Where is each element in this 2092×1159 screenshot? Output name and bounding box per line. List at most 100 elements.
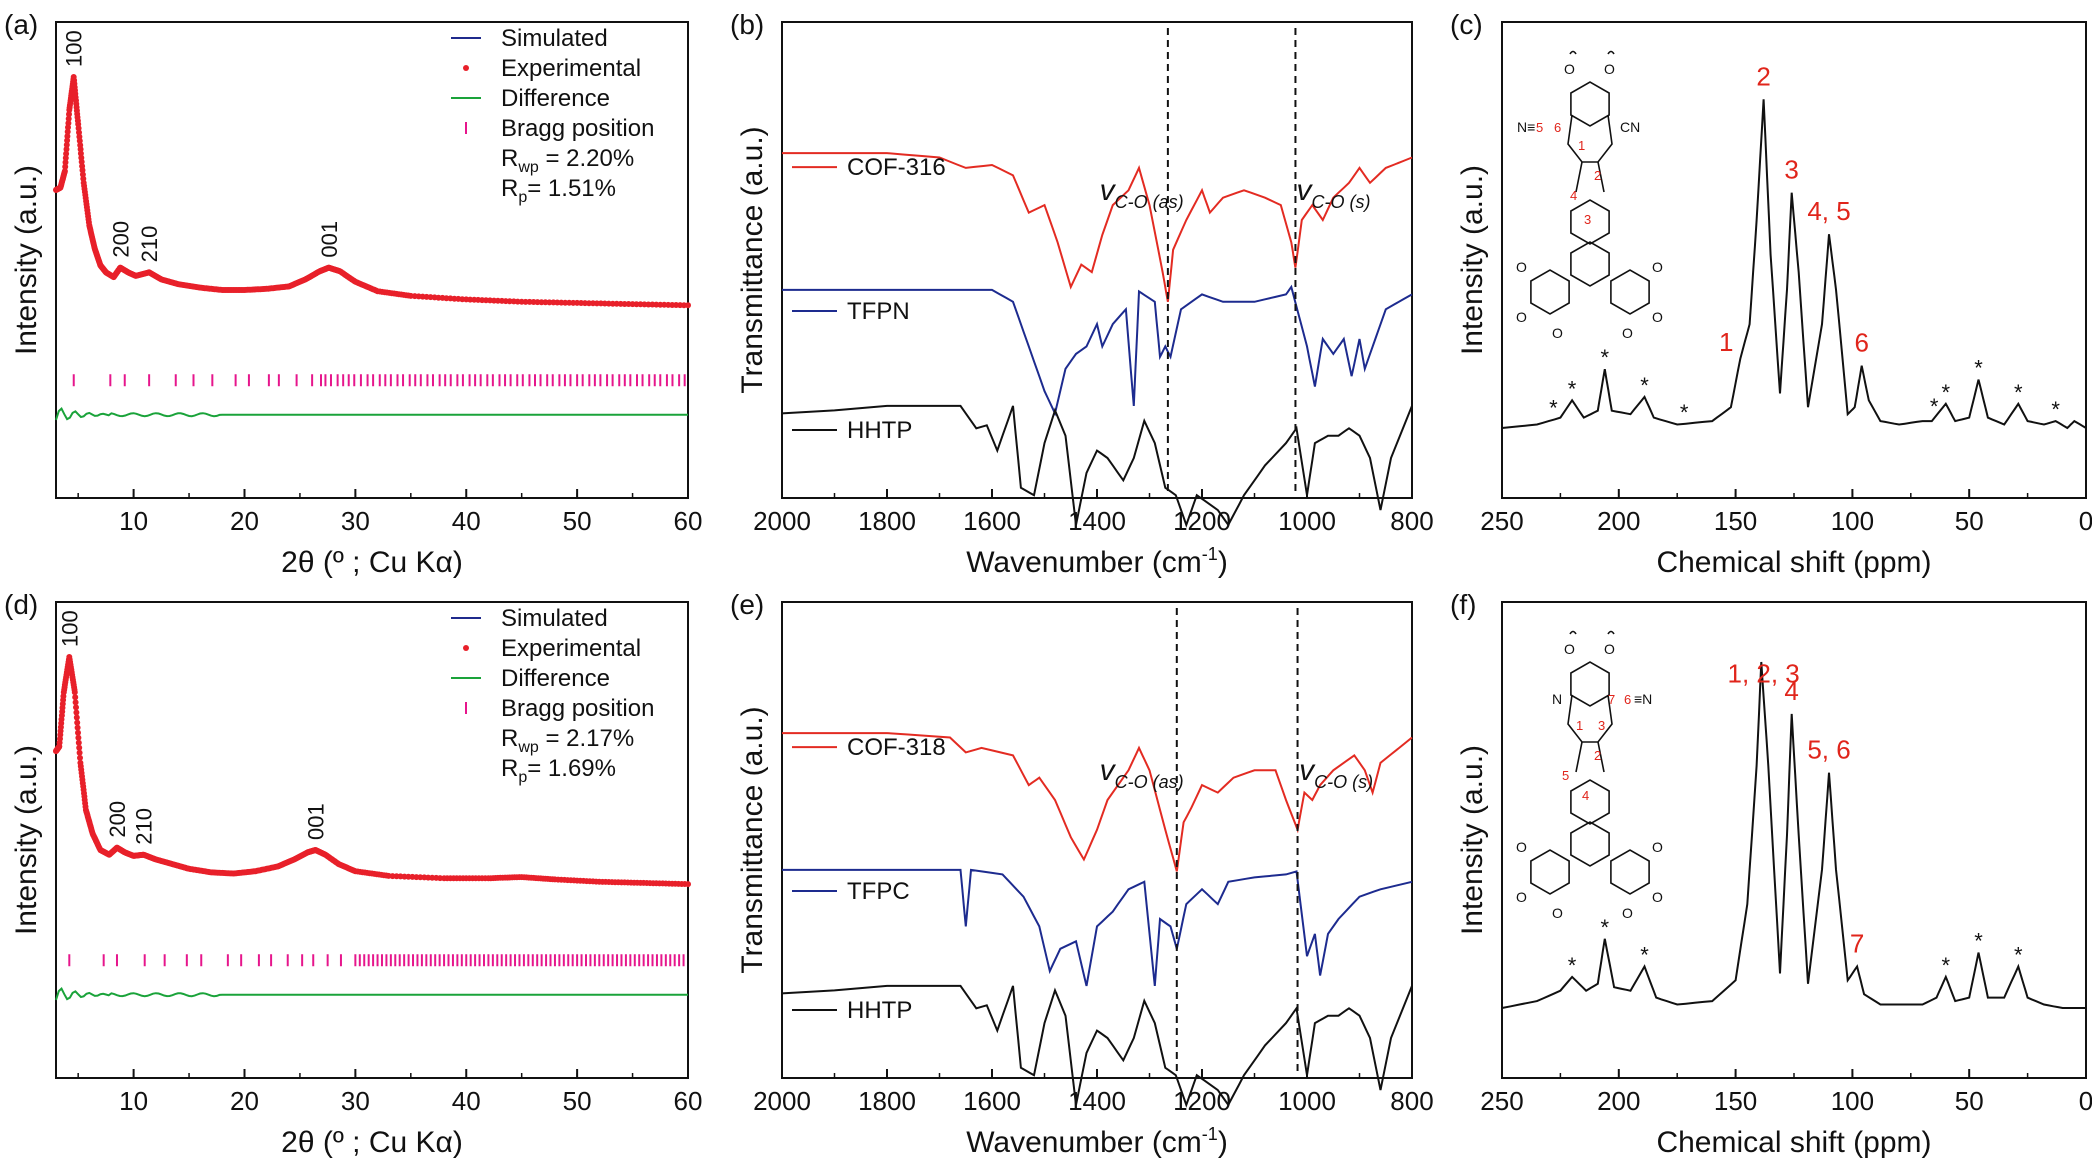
x-tick-label: 30 — [341, 506, 370, 536]
x-tick-label: 800 — [1390, 1086, 1433, 1116]
experimental-point — [76, 749, 83, 756]
legend-swatch-experimental — [463, 65, 469, 71]
panel-c: 250 200 150 100 50 0 Chemical shift (ppm) Inten… — [1450, 9, 2092, 579]
legend-label: Difference — [501, 665, 610, 692]
ring-right — [1610, 849, 1650, 895]
series-line-cof-316 — [782, 152, 1413, 302]
experimental-point — [65, 115, 72, 122]
peak-label: 5, 6 — [1807, 735, 1850, 765]
ring-right — [1610, 269, 1650, 315]
ring-core — [1570, 779, 1610, 825]
ring-left — [1530, 269, 1570, 315]
vibration-annotation: vC-O (as) — [1100, 754, 1184, 792]
atom-label: O — [1564, 61, 1575, 77]
x-tick-label: 50 — [563, 506, 592, 536]
x-tick-label: 800 — [1390, 506, 1433, 536]
carbon-number: 4 — [1582, 788, 1589, 803]
experimental-point — [61, 168, 68, 175]
legend-label: Simulated — [501, 605, 608, 632]
carbon-number: 1 — [1576, 718, 1583, 733]
experimental-point — [65, 120, 72, 127]
spinning-sideband-marker: * — [1640, 942, 1649, 967]
ring-left — [1530, 849, 1570, 895]
spinning-sideband-marker: * — [1930, 394, 1939, 419]
x-tick-label: 250 — [1480, 1086, 1523, 1116]
panel-f: 250 200 150 100 50 0 Chemical shift (ppm) Inten… — [1450, 589, 2092, 1159]
experimental-point — [66, 111, 72, 118]
atom-label: O — [1604, 641, 1615, 657]
atom-label: CN — [1620, 119, 1640, 135]
peak-label: 001 — [317, 221, 342, 258]
atom-label: N≡ — [1517, 119, 1535, 135]
x-tick-label: 1200 — [1173, 506, 1231, 536]
experimental-point — [64, 137, 71, 144]
experimental-point — [685, 302, 691, 309]
peak-label: 1, 2, 3 — [1727, 659, 1799, 689]
atom-label: O — [1552, 325, 1563, 341]
experimental-point — [62, 163, 69, 170]
x-tick-label: 0 — [2079, 1086, 2092, 1116]
spinning-sideband-marker: * — [1601, 345, 1610, 370]
experimental-point — [64, 128, 71, 135]
legend: Simulated Experimental Difference Bragg pos… — [451, 605, 654, 786]
spinning-sideband-marker: * — [1942, 953, 1951, 978]
wavy-bond — [1569, 630, 1615, 635]
bragg-series — [68, 954, 685, 967]
atom-label: O — [1552, 905, 1563, 921]
legend-label: Simulated — [501, 25, 608, 52]
legend-label: Experimental — [501, 55, 641, 82]
bond — [1575, 161, 1605, 193]
atom-label: O — [1652, 309, 1663, 325]
ring-top — [1570, 661, 1610, 707]
experimental-point — [73, 704, 79, 711]
carbon-number: 3 — [1598, 718, 1605, 733]
x-axis-label: Wavenumber (cm-1) — [966, 544, 1228, 579]
carbon-number: 3 — [1584, 212, 1591, 227]
peak-label: 2 — [1756, 61, 1770, 91]
spinning-sideband-marker: * — [1942, 380, 1951, 405]
experimental-point — [75, 729, 81, 736]
x-axis-label: Chemical shift (ppm) — [1656, 1126, 1931, 1159]
carbon-number: 6 — [1624, 692, 1631, 707]
panel-d: 10 20 30 40 50 60 2θ (º ; Cu Kα) Intensity (a.u… — [4, 589, 702, 1159]
spinning-sideband-marker: * — [1568, 953, 1577, 978]
legend-label: TFPN — [847, 298, 910, 325]
experimental-point — [63, 146, 70, 153]
panel-label: (d) — [4, 589, 38, 620]
peak-label: 4, 5 — [1807, 196, 1850, 226]
y-axis-label: Transmittance (a.u.) — [736, 706, 769, 973]
ring-center — [1570, 821, 1610, 867]
experimental-point — [63, 141, 70, 148]
atom-label: O — [1604, 61, 1615, 77]
atom-label: O — [1652, 259, 1663, 275]
legend-label: Bragg position — [501, 115, 654, 142]
atom-label: O — [1652, 889, 1663, 905]
peak-label: 100 — [62, 30, 87, 67]
x-tick-label: 100 — [1831, 506, 1874, 536]
experimental-point — [72, 699, 79, 706]
dioxin-link — [1567, 694, 1613, 743]
x-tick-label: 150 — [1714, 506, 1757, 536]
experimental-point — [72, 694, 79, 701]
x-tick-label: 1600 — [963, 1086, 1021, 1116]
carbon-number: 1 — [1578, 138, 1585, 153]
difference-line — [55, 986, 688, 1001]
legend-label: Experimental — [501, 635, 641, 662]
chemical-structure: O O N 7 6 ≡N 1 3 2 54 O O O O O O — [1516, 630, 1663, 921]
legend-label: Bragg position — [501, 695, 654, 722]
experimental-point — [75, 734, 82, 741]
peak-label: 100 — [57, 610, 82, 647]
atom-label: O — [1622, 325, 1633, 341]
panel-label: (e) — [730, 589, 764, 620]
experimental-point — [63, 150, 70, 157]
spinning-sideband-marker: * — [1974, 356, 1983, 381]
x-tick-label: 1000 — [1278, 506, 1336, 536]
peak-label: 3 — [1784, 155, 1798, 185]
carbon-number: 4 — [1570, 188, 1577, 203]
x-tick-label: 1000 — [1278, 1086, 1336, 1116]
atom-label: O — [1564, 641, 1575, 657]
series-line-cof-318 — [782, 732, 1413, 872]
legend-label: COF-318 — [847, 734, 946, 761]
x-tick-label: 150 — [1714, 1086, 1757, 1116]
x-tick-label: 1200 — [1173, 1086, 1231, 1116]
